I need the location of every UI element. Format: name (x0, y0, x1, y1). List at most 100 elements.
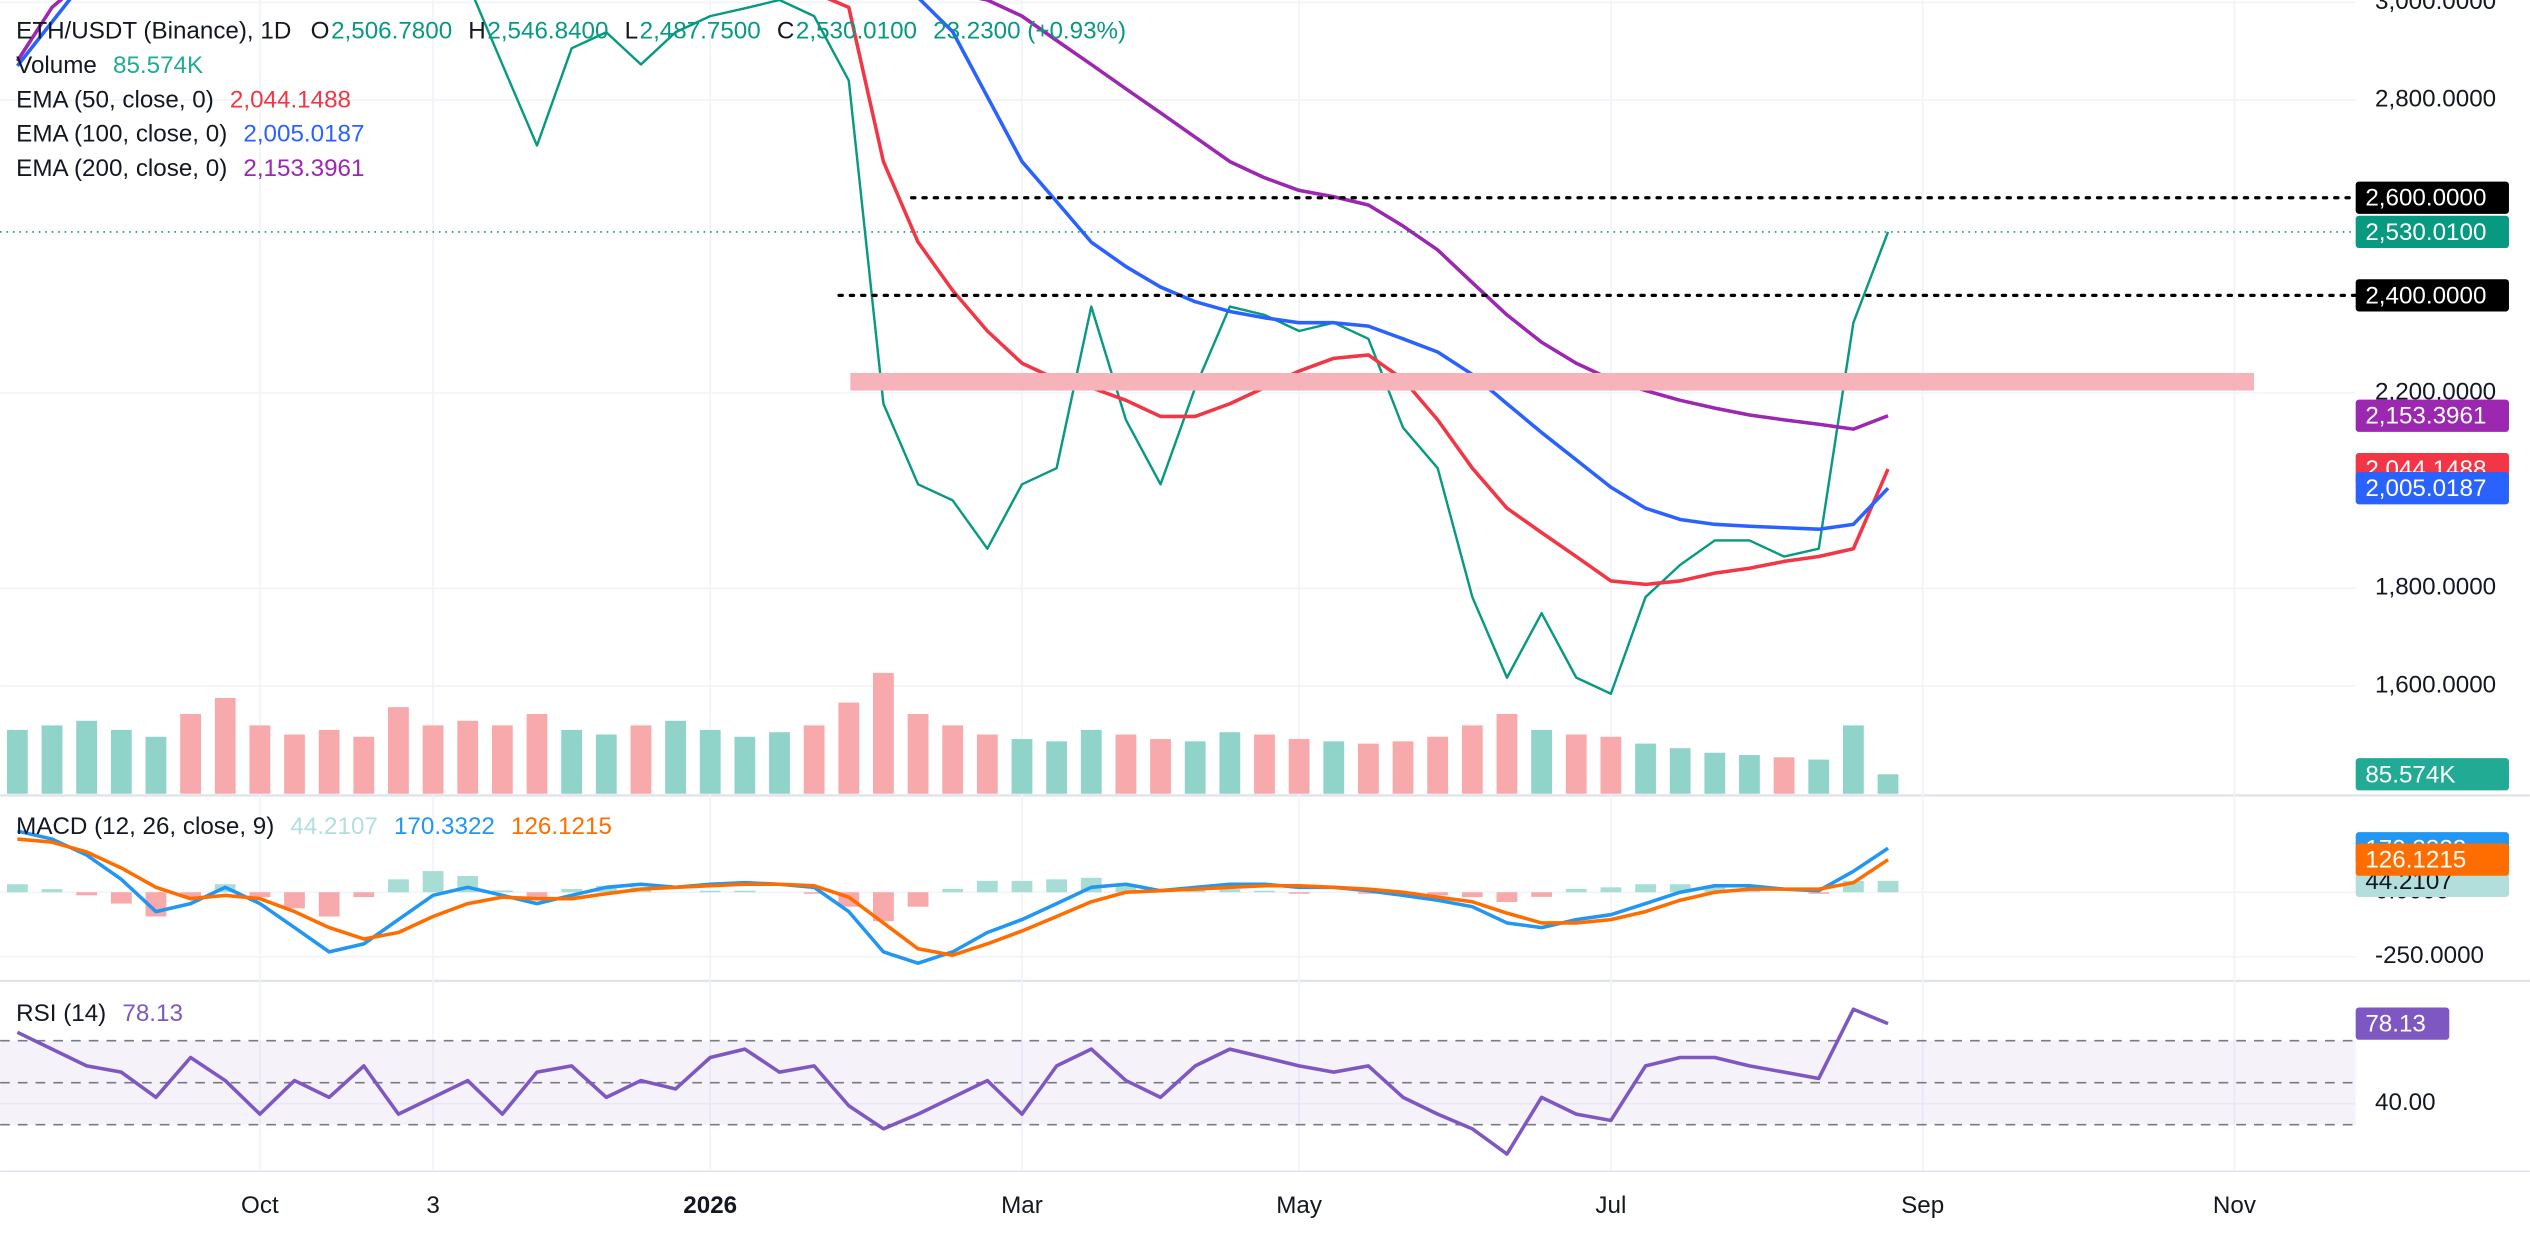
legend-text: 2,487.7500 (640, 18, 761, 45)
bar (1496, 892, 1518, 903)
bar (942, 725, 964, 794)
bar (422, 725, 444, 794)
y-tick-label: 2,800.0000 (2375, 85, 2496, 112)
bar (1115, 884, 1137, 893)
bar (388, 879, 409, 893)
bar (1565, 734, 1587, 794)
bar (145, 736, 167, 794)
series-line (473, 0, 1890, 695)
bar (1635, 884, 1656, 893)
series-line (826, 0, 1890, 587)
x-tick-label: Nov (2213, 1192, 2257, 1219)
x-tick-label: 3 (426, 1192, 439, 1219)
bar (734, 736, 756, 794)
bar (803, 725, 825, 794)
bar (1773, 757, 1795, 794)
bar (1600, 736, 1622, 794)
bar (1669, 884, 1691, 893)
bar (1011, 880, 1033, 893)
legend-text: 85.574K (113, 52, 203, 79)
price-badge (2355, 843, 2509, 876)
bar (1496, 713, 1518, 794)
bar (907, 892, 929, 907)
bar (769, 732, 790, 794)
bar (942, 888, 964, 893)
bar (699, 890, 721, 893)
bar (561, 729, 583, 794)
bar (838, 702, 860, 794)
bar (6, 884, 28, 893)
legend-text: EMA (200, close, 0) (16, 155, 227, 182)
x-tick-label: Jul (1595, 1192, 1626, 1219)
bar (1461, 892, 1483, 898)
bar (491, 890, 513, 893)
series-line (17, 837, 1890, 957)
price-badge-label: 85.574K (2365, 761, 2455, 788)
bar (6, 729, 28, 794)
bar (1877, 774, 1899, 794)
series-line (16, 1007, 1889, 1156)
bar (1254, 890, 1275, 893)
series-line (16, 829, 1890, 966)
bar (526, 713, 548, 794)
price-badge-label: 2,530.0100 (2365, 219, 2486, 246)
legend-text: MACD (12, 26, close, 9) (16, 813, 274, 840)
bar (1704, 752, 1726, 794)
legend-text: RSI (14) (16, 1000, 106, 1027)
bar (734, 890, 756, 893)
legend-text: H (468, 18, 485, 45)
bar (180, 892, 201, 898)
price-badge-label: 78.13 (2365, 1011, 2426, 1038)
bar (1392, 741, 1414, 794)
bar (353, 892, 375, 898)
bar (110, 729, 132, 794)
price-badge-label: 2,153.3961 (2365, 403, 2486, 430)
bar (318, 892, 340, 917)
series-line (15, 0, 1889, 431)
legend-text: O (311, 18, 330, 45)
bar (561, 888, 583, 893)
legend-text: 44.2107 (290, 813, 377, 840)
bar (1427, 892, 1449, 896)
bar (1531, 892, 1553, 897)
bar (353, 736, 375, 794)
price-badge-label: 2,005.0187 (2365, 475, 2486, 502)
legend-text: Volume (16, 52, 97, 79)
bar (41, 889, 63, 893)
bar (110, 892, 132, 904)
zone (850, 372, 2255, 391)
bar (1808, 892, 1830, 894)
pane (0, 829, 2356, 966)
bar (41, 725, 63, 794)
legend-text: L (625, 18, 638, 45)
bar (526, 892, 548, 898)
bar (1739, 755, 1760, 794)
legend-text: 126.1215 (511, 813, 612, 840)
bar (388, 707, 409, 794)
x-tick-label: May (1276, 1192, 1323, 1219)
y-tick-label: 3,000.0000 (2375, 0, 2496, 15)
price-badge (2355, 758, 2509, 791)
bar (1842, 725, 1864, 794)
legend-text: 2,153.3961 (243, 155, 364, 182)
bar (1288, 892, 1310, 894)
pane (0, 1007, 2356, 1156)
bar (318, 729, 340, 794)
bar (1877, 880, 1899, 893)
price-badge (2355, 215, 2509, 249)
x-tick-label: 2026 (683, 1192, 737, 1219)
bar (76, 892, 98, 896)
bar (1358, 892, 1379, 894)
bar (1842, 880, 1864, 893)
legend-text: 2,044.1488 (230, 86, 351, 113)
price-badge (2355, 1007, 2450, 1040)
legend-text: 2,530.0100 (796, 18, 917, 45)
x-tick-label: Sep (1901, 1192, 1944, 1219)
price-badge (2355, 181, 2509, 214)
x-tick-label: Oct (241, 1192, 279, 1219)
legend-text: 23.2300 (+0.93%) (933, 18, 1126, 45)
bar (976, 880, 998, 893)
bar (630, 725, 652, 794)
